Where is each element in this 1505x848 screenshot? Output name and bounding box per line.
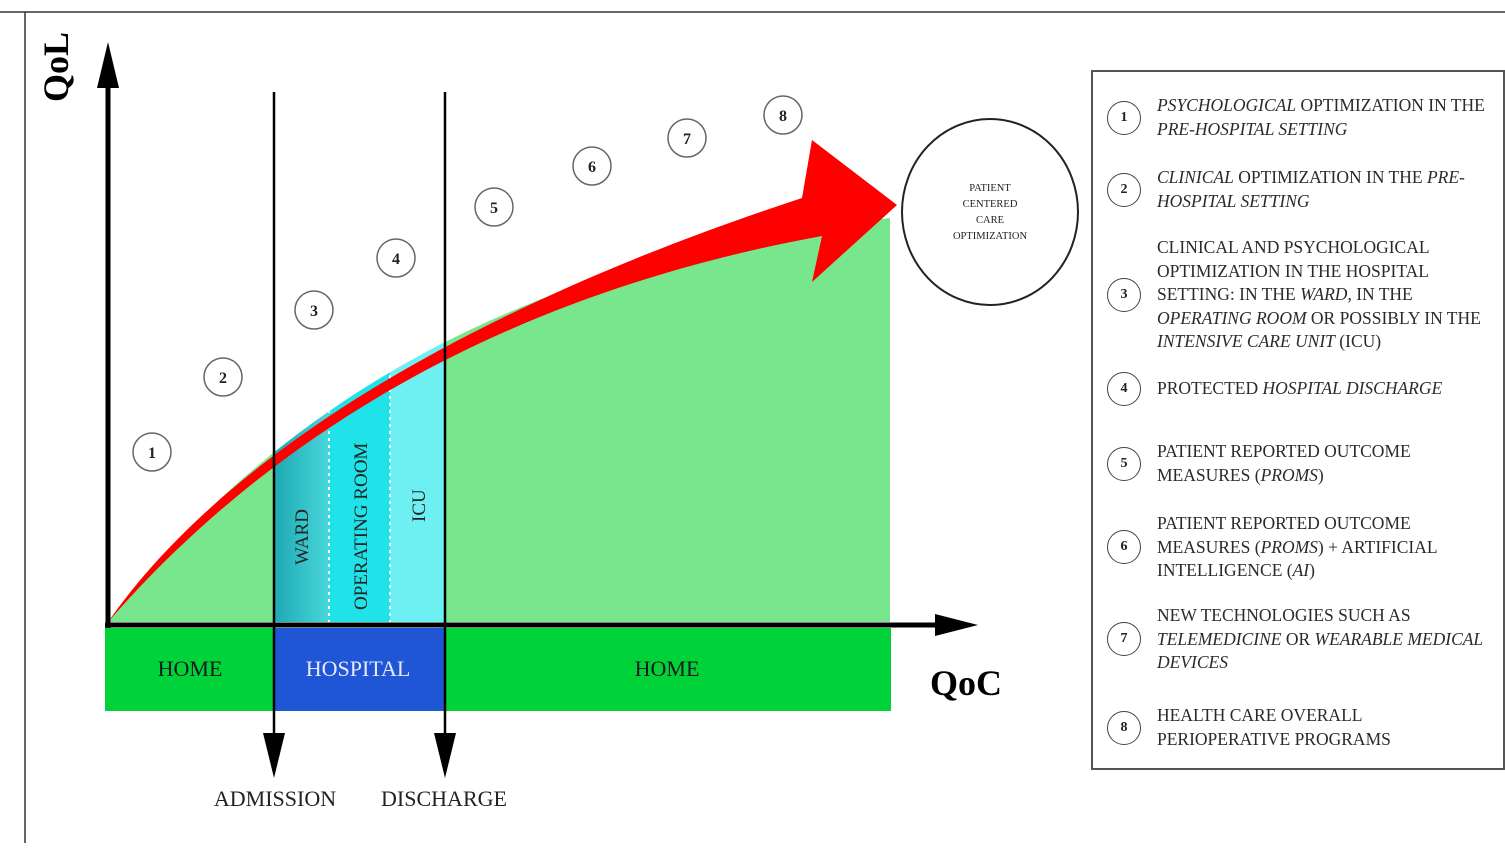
legend-segment: CLINICAL [1157, 167, 1234, 187]
legend-segment: NEW TECHNOLOGIES SUCH AS [1157, 605, 1411, 625]
step-marker-1-label: 1 [148, 445, 156, 462]
step-marker-2: 2 [203, 357, 243, 397]
admission-arrowhead [263, 733, 285, 778]
legend-segment: , IN THE [1347, 284, 1413, 304]
step-marker-6: 6 [572, 146, 612, 186]
discharge-label: DISCHARGE [381, 786, 507, 811]
goal-circle [901, 118, 1079, 306]
step-marker-4-label: 4 [392, 251, 400, 268]
legend-segment: OR POSSIBLY IN THE [1306, 307, 1481, 328]
legend-segment: PROMS [1260, 464, 1318, 485]
red-trajectory-arrow [108, 140, 897, 622]
legend-item-8: 8 HEALTH CARE OVERALL PERIOPERATIVE PROG… [1107, 704, 1497, 751]
legend-item-8-text: HEALTH CARE OVERALL PERIOPERATIVE PROGRA… [1157, 704, 1497, 751]
step-marker-8-label: 8 [779, 108, 787, 125]
hospital-label: HOSPITAL [306, 656, 411, 681]
x-axis-arrowhead [935, 614, 978, 636]
legend-segment: WARD [1300, 284, 1348, 304]
legend-item-2-text: CLINICAL OPTIMIZATION IN THE PRE-HOSPITA… [1157, 166, 1497, 213]
goal-circle-line3: CARE [976, 215, 1004, 226]
legend-panel: 1 PSYCHOLOGICAL OPTIMIZATION IN THE PRE-… [1091, 70, 1505, 770]
home-left-label: HOME [158, 656, 223, 681]
legend-item-6-text: PATIENT REPORTED OUTCOME MEASURES (PROMS… [1157, 512, 1497, 583]
legend-segment: AI [1292, 560, 1310, 580]
operating-room-label: OPERATING ROOM [351, 443, 372, 610]
legend-segment: OPTIMIZATION IN THE [1233, 167, 1427, 187]
legend-segment: PROMS [1260, 536, 1318, 557]
home-left-band [105, 628, 274, 711]
legend-segment: ) [1317, 464, 1324, 485]
step-marker-3: 3 [294, 290, 334, 330]
qol-area [108, 218, 890, 622]
admission-label: ADMISSION [214, 786, 336, 811]
legend-item-1-number: 1 [1107, 100, 1141, 135]
step-marker-5-label: 5 [490, 200, 498, 217]
legend-item-5-text: PATIENT REPORTED OUTCOME MEASURES (PROMS… [1157, 440, 1497, 487]
legend-segment: TELEMEDICINE [1157, 628, 1282, 649]
x-axis-label: QoC [930, 663, 1002, 703]
goal-circle-line1: PATIENT [969, 183, 1011, 194]
icu-label: ICU [409, 489, 430, 522]
legend-item-7: 7 NEW TECHNOLOGIES SUCH AS TELEMEDICINE … [1107, 604, 1497, 675]
step-marker-3-label: 3 [310, 303, 318, 320]
legend-item-6-number: 6 [1107, 530, 1141, 565]
legend-segment: OPTIMIZATION IN THE [1296, 95, 1485, 115]
legend-item-2: 2 CLINICAL OPTIMIZATION IN THE PRE-HOSPI… [1107, 166, 1497, 213]
step-marker-6-label: 6 [588, 159, 596, 176]
step-markers: 1 2 3 4 5 6 7 8 [132, 95, 803, 472]
legend-item-1-text: PSYCHOLOGICAL OPTIMIZATION IN THE PRE-HO… [1157, 94, 1497, 141]
legend-segment: PATIENT REPORTED OUTCOME MEASURES ( [1157, 513, 1411, 557]
step-marker-2-label: 2 [219, 370, 227, 387]
legend-item-7-number: 7 [1107, 622, 1141, 657]
ward-label: WARD [292, 509, 313, 565]
legend-segment: OR [1281, 628, 1315, 649]
home-right-band [445, 628, 891, 711]
step-marker-5: 5 [474, 187, 514, 227]
step-marker-7: 7 [667, 118, 707, 158]
legend-item-4-number: 4 [1107, 372, 1141, 406]
legend-item-2-number: 2 [1107, 172, 1141, 207]
legend-segment: PATIENT REPORTED OUTCOME MEASURES ( [1157, 441, 1411, 485]
legend-segment: WEARABLE MEDICAL DEVICES [1157, 628, 1483, 673]
goal-circle-line4: OPTIMIZATION [953, 231, 1027, 242]
legend-segment: CLINICAL AND PSYCHOLOGICAL OPTIMIZATION … [1157, 237, 1429, 304]
legend-segment: PSYCHOLOGICAL [1157, 95, 1297, 115]
discharge-arrowhead [434, 733, 456, 778]
legend-item-3: 3 CLINICAL AND PSYCHOLOGICAL OPTIMIZATIO… [1107, 236, 1497, 354]
legend-item-6: 6 PATIENT REPORTED OUTCOME MEASURES (PRO… [1107, 512, 1497, 583]
step-marker-1: 1 [132, 432, 172, 472]
legend-item-4: 4 PROTECTED HOSPITAL DISCHARGE [1107, 372, 1497, 406]
y-axis-arrowhead [97, 42, 119, 88]
step-marker-7-label: 7 [683, 131, 691, 148]
goal-circle-line2: CENTERED [963, 199, 1018, 210]
legend-segment: PROTECTED [1157, 378, 1263, 399]
legend-segment: ) + ARTIFICIAL INTELLIGENCE ( [1157, 536, 1437, 581]
hospital-band [274, 628, 445, 711]
legend-item-3-text: CLINICAL AND PSYCHOLOGICAL OPTIMIZATION … [1157, 236, 1497, 354]
y-axis-label: QoL [36, 32, 76, 102]
legend-segment: (ICU) [1334, 331, 1382, 351]
legend-segment: INTENSIVE CARE UNIT [1157, 331, 1335, 351]
step-marker-8: 8 [763, 95, 803, 135]
step-marker-4: 4 [376, 238, 416, 278]
legend-segment: HEALTH CARE OVERALL PERIOPERATIVE PROGRA… [1157, 705, 1391, 749]
legend-item-4-text: PROTECTED HOSPITAL DISCHARGE [1157, 377, 1442, 401]
home-right-label: HOME [635, 656, 700, 681]
legend-segment: ) [1309, 560, 1315, 580]
legend-item-5-number: 5 [1107, 446, 1141, 481]
legend-item-7-text: NEW TECHNOLOGIES SUCH AS TELEMEDICINE OR… [1157, 604, 1497, 675]
legend-segment: OPERATING ROOM [1157, 307, 1307, 328]
legend-item-3-number: 3 [1107, 277, 1141, 312]
legend-item-8-number: 8 [1107, 710, 1141, 745]
legend-segment: HOSPITAL DISCHARGE [1262, 378, 1443, 399]
legend-segment: PRE-HOSPITAL SETTING [1157, 167, 1465, 211]
legend-item-5: 5 PATIENT REPORTED OUTCOME MEASURES (PRO… [1107, 440, 1497, 487]
legend-segment: PRE-HOSPITAL SETTING [1157, 118, 1348, 139]
legend-item-1: 1 PSYCHOLOGICAL OPTIMIZATION IN THE PRE-… [1107, 94, 1497, 141]
